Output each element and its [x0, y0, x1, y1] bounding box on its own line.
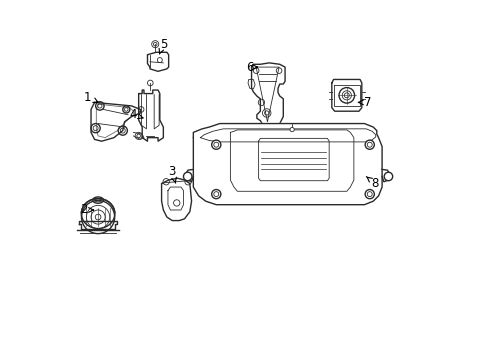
- Polygon shape: [193, 123, 381, 205]
- Text: 5: 5: [159, 38, 167, 54]
- Ellipse shape: [81, 198, 115, 229]
- Circle shape: [211, 140, 221, 149]
- Circle shape: [365, 189, 374, 199]
- Text: 3: 3: [168, 165, 176, 183]
- Text: 6: 6: [245, 60, 257, 73]
- Text: 2: 2: [80, 203, 93, 216]
- Circle shape: [384, 172, 392, 181]
- Circle shape: [365, 140, 374, 149]
- Text: 7: 7: [358, 96, 371, 109]
- Text: 4: 4: [129, 108, 142, 121]
- Circle shape: [289, 127, 294, 132]
- Circle shape: [211, 189, 221, 199]
- Text: 8: 8: [366, 177, 378, 190]
- Circle shape: [183, 172, 192, 181]
- Text: 1: 1: [83, 91, 98, 104]
